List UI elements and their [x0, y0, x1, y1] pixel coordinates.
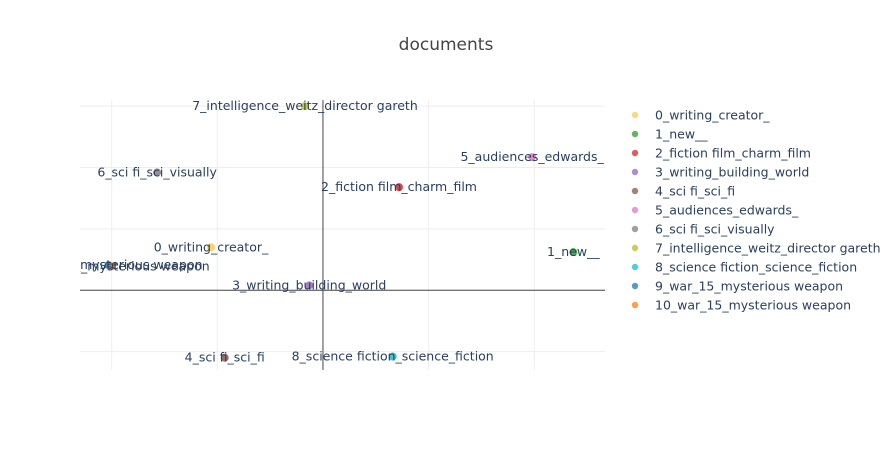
legend-marker — [631, 168, 639, 176]
point-label: 4_sci fi_sci_fi — [185, 350, 265, 365]
legend-item[interactable]: 6_sci fi_sci_visually — [631, 222, 775, 237]
legend-item[interactable]: 8_science fiction_science_fiction — [631, 260, 857, 275]
legend-marker — [631, 263, 639, 271]
legend-item[interactable]: 4_sci fi_sci_fi — [631, 184, 735, 199]
legend-label: 0_writing_creator_ — [655, 108, 770, 123]
legend-marker — [631, 206, 639, 214]
legend-item[interactable]: 5_audiences_edwards_ — [631, 203, 799, 218]
legend-label: 3_writing_building_world — [655, 165, 809, 180]
legend-item[interactable]: 7_intelligence_weitz_director gareth — [631, 241, 881, 256]
legend-marker — [631, 282, 639, 290]
legend-label: 6_sci fi_sci_visually — [655, 222, 775, 237]
legend-item[interactable]: 0_writing_creator_ — [631, 108, 770, 123]
data-point — [569, 248, 578, 257]
legend-label: 4_sci fi_sci_fi — [655, 184, 735, 199]
data-point — [528, 153, 537, 162]
legend-label: 5_audiences_edwards_ — [655, 203, 799, 218]
point-label: 2_fiction film_charm_film — [321, 179, 477, 194]
legend-label: 9_war_15_mysterious weapon — [655, 279, 843, 294]
point-label: 8_science fiction_science_fiction — [292, 349, 494, 364]
legend-item[interactable]: 9_war_15_mysterious weapon — [631, 279, 843, 294]
legend-item[interactable]: 2_fiction film_charm_film — [631, 146, 811, 161]
legend-label: 2_fiction film_charm_film — [655, 146, 811, 161]
legend-label: 7_intelligence_weitz_director gareth — [655, 241, 881, 256]
data-point — [305, 281, 314, 290]
data-point — [220, 353, 229, 362]
point-label: 0_writing_creator_ — [154, 239, 269, 254]
data-point — [206, 243, 215, 252]
legend-label: 1_new__ — [655, 127, 708, 142]
legend-marker — [631, 149, 639, 157]
legend[interactable]: 0_writing_creator_ 1_new__ 2_fiction film_… — [631, 108, 881, 313]
legend-item[interactable]: 3_writing_building_world — [631, 165, 809, 180]
legend-marker — [631, 111, 639, 119]
point-label: 1_new__ — [547, 244, 600, 259]
legend-label: 10_war_15_mysterious weapon — [655, 298, 851, 313]
data-point — [153, 168, 162, 177]
point-label: 5_audiences_edwards_ — [460, 149, 604, 164]
point-label: 10_war_15_mysterious weapon — [14, 258, 210, 273]
legend-marker — [631, 187, 639, 195]
data-point — [388, 352, 397, 361]
point-label: 9_war_15_mysterious weapon — [14, 257, 202, 272]
legend-item[interactable]: 1_new__ — [631, 127, 708, 142]
point-label: 3_writing_building_world — [232, 277, 386, 292]
legend-marker — [631, 244, 639, 252]
legend-marker — [631, 130, 639, 138]
data-point — [395, 183, 404, 192]
chart-title: documents — [399, 35, 494, 55]
point-label: 7_intelligence_weitz_director gareth — [192, 98, 418, 113]
point-label: 6_sci fi_sci_visually — [97, 164, 217, 179]
data-point — [301, 102, 309, 111]
plot-area: 0_writing_creator_ 1_new__ 2_fiction film_… — [14, 98, 605, 370]
data-point — [107, 262, 116, 271]
legend-marker — [631, 225, 639, 233]
legend-item[interactable]: 10_war_15_mysterious weapon — [631, 298, 851, 313]
legend-marker — [631, 301, 639, 309]
legend-label: 8_science fiction_science_fiction — [655, 260, 857, 275]
